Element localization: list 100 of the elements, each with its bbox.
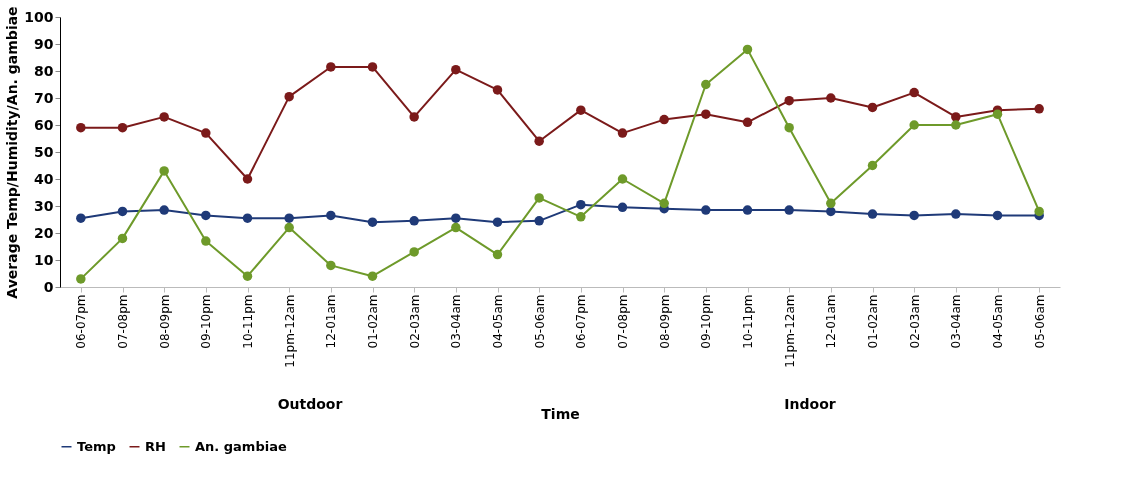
- point: [242, 213, 253, 223]
- point: [326, 210, 336, 221]
- x-axis-title: Time: [541, 405, 580, 422]
- y-tick-label: 80: [34, 62, 54, 79]
- x-tick-label: 12-01am: [324, 294, 339, 349]
- point: [576, 212, 586, 222]
- point: [534, 136, 544, 146]
- point: [367, 62, 378, 72]
- x-tick-label: 05-06am: [532, 294, 547, 349]
- point: [784, 95, 794, 106]
- point: [867, 160, 878, 171]
- point: [76, 213, 86, 223]
- point: [201, 236, 211, 246]
- point: [367, 271, 378, 281]
- point: [409, 216, 419, 226]
- point: [1034, 206, 1044, 217]
- point: [242, 174, 253, 184]
- point: [617, 202, 628, 213]
- point: [492, 217, 503, 227]
- point: [742, 44, 753, 55]
- point: [784, 205, 794, 215]
- point: [992, 109, 1003, 119]
- x-tick-label: 08-09pm: [657, 294, 672, 349]
- point: [659, 114, 669, 125]
- point: [492, 249, 503, 260]
- point: [909, 210, 919, 221]
- point: [742, 117, 753, 128]
- point: [659, 198, 669, 209]
- point: [701, 109, 711, 119]
- point: [492, 85, 503, 95]
- point: [117, 206, 128, 217]
- x-tick-label: 11pm-12am: [782, 294, 797, 368]
- x-tick-label: 06-07pm: [74, 294, 89, 349]
- legend-label: An. gambiae: [195, 438, 287, 454]
- legend-label: RH: [145, 438, 166, 454]
- point: [992, 210, 1003, 221]
- y-tick-label: 100: [24, 8, 54, 25]
- y-tick-label: 50: [34, 143, 54, 160]
- x-tick-label: 07-08pm: [616, 294, 630, 349]
- y-tick-label: 60: [34, 116, 54, 133]
- point: [451, 213, 461, 223]
- x-tick-label: 01-02am: [866, 294, 880, 349]
- point: [826, 198, 836, 209]
- x-tick-label: 06-07pm: [574, 294, 589, 349]
- point: [742, 205, 753, 215]
- x-tick-label: 12-01am: [824, 294, 839, 349]
- x-tick-label: 05-06am: [1032, 294, 1047, 349]
- y-tick-label: 40: [34, 170, 54, 187]
- point: [117, 233, 128, 244]
- point: [951, 120, 961, 130]
- y-tick-label: 20: [34, 224, 54, 241]
- point: [409, 112, 419, 122]
- x-tick-label: 04-05am: [491, 294, 505, 349]
- point: [951, 209, 961, 219]
- point: [159, 112, 169, 122]
- point: [701, 205, 711, 215]
- x-tick-label: 09-10pm: [199, 294, 214, 349]
- point: [826, 206, 836, 217]
- point: [76, 274, 86, 284]
- point: [409, 247, 419, 257]
- point: [576, 105, 586, 115]
- point: [159, 166, 169, 176]
- point: [367, 217, 378, 227]
- point: [951, 112, 961, 122]
- y-tick-label: 30: [34, 197, 54, 214]
- point: [784, 122, 794, 133]
- point: [159, 205, 169, 215]
- point: [76, 122, 86, 133]
- text: Outdoor: [277, 396, 343, 412]
- point: [701, 79, 711, 90]
- x-tick-label: 04-05am: [991, 294, 1005, 349]
- x-tick-label: 08-09pm: [157, 294, 172, 349]
- point: [201, 128, 211, 138]
- text: Indoor: [784, 396, 836, 412]
- point: [242, 271, 253, 281]
- point: [867, 102, 878, 113]
- x-tick-label: 11pm-12am: [282, 294, 297, 368]
- y-tick-label: 90: [34, 35, 54, 52]
- point: [909, 120, 919, 130]
- point: [1034, 104, 1044, 114]
- point: [826, 93, 836, 103]
- legend-label: Temp: [77, 438, 116, 454]
- point: [867, 209, 878, 219]
- x-tick-label: 02-03am: [907, 294, 922, 349]
- point: [909, 87, 919, 98]
- point: [451, 222, 461, 233]
- x-tick-label: 03-04am: [449, 294, 464, 349]
- x-tick-label: 07-08pm: [116, 294, 130, 349]
- point: [117, 122, 128, 133]
- point: [284, 213, 294, 223]
- x-tick-label: 10-11pm: [241, 294, 255, 349]
- x-tick-label: 10-11pm: [741, 294, 755, 349]
- point: [284, 222, 294, 233]
- point: [451, 64, 461, 75]
- y-tick-label: 0: [43, 278, 54, 295]
- x-tick-label: 09-10pm: [699, 294, 714, 349]
- x-tick-label: 02-03am: [407, 294, 422, 349]
- point: [326, 62, 336, 72]
- point: [534, 216, 544, 226]
- point: [617, 174, 628, 184]
